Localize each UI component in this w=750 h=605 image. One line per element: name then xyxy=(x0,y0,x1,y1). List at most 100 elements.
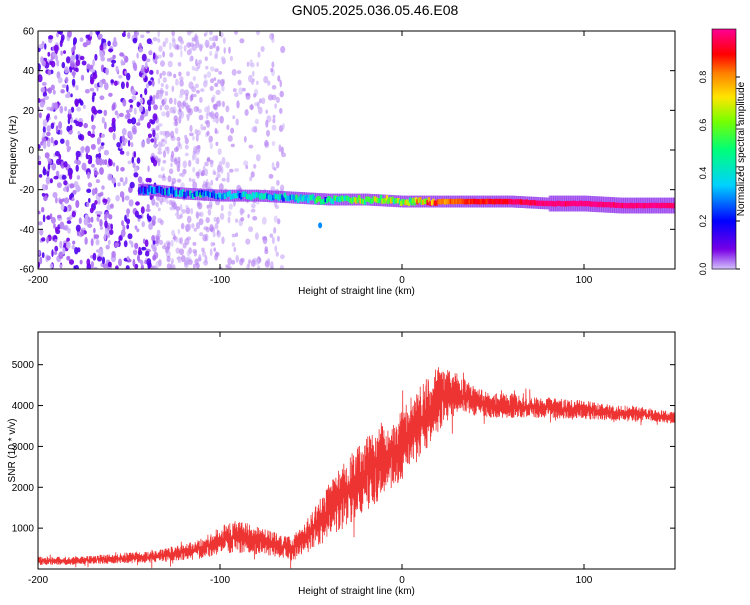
signal-band xyxy=(561,201,565,207)
noise-speckle xyxy=(53,223,56,229)
signal-band xyxy=(554,201,557,207)
signal-band xyxy=(582,201,585,207)
colorbar-segment xyxy=(712,131,736,134)
noise-speckle xyxy=(79,55,85,61)
signal-band xyxy=(572,200,575,206)
noise-speckle xyxy=(65,139,70,147)
noise-speckle xyxy=(197,257,202,262)
noise-speckle xyxy=(269,233,274,238)
noise-speckle xyxy=(66,125,71,132)
noise-speckle xyxy=(53,175,59,180)
noise-speckle xyxy=(164,134,168,140)
signal-band xyxy=(235,193,239,199)
noise-speckle xyxy=(126,112,131,119)
noise-speckle xyxy=(90,261,94,269)
noise-speckle xyxy=(96,216,100,222)
noise-speckle xyxy=(186,42,192,48)
noise-speckle xyxy=(157,147,162,152)
signal-band xyxy=(339,197,342,203)
noise-speckle xyxy=(71,211,76,218)
noise-speckle xyxy=(265,109,269,114)
noise-speckle xyxy=(184,137,189,145)
signal-band xyxy=(258,194,262,200)
noise-speckle xyxy=(149,119,154,124)
noise-speckle xyxy=(81,60,87,66)
signal-band xyxy=(194,190,198,197)
signal-band xyxy=(256,192,259,198)
noise-speckle xyxy=(174,158,178,165)
noise-speckle xyxy=(92,59,95,67)
noise-speckle xyxy=(199,232,204,237)
noise-speckle xyxy=(161,70,166,76)
colorbar-segment xyxy=(712,183,736,186)
snr-y-tick-label: 2000 xyxy=(12,483,35,494)
noise-speckle xyxy=(57,77,63,84)
noise-speckle xyxy=(64,66,69,74)
noise-speckle xyxy=(230,127,235,134)
signal-band xyxy=(209,192,212,198)
signal-blob xyxy=(318,222,323,229)
noise-speckle xyxy=(56,158,61,165)
signal-band xyxy=(309,195,313,201)
noise-speckle xyxy=(41,252,45,259)
noise-speckle xyxy=(84,89,90,94)
noise-speckle xyxy=(209,224,214,232)
noise-speckle xyxy=(168,97,173,105)
noise-speckle xyxy=(170,239,174,247)
noise-speckle xyxy=(39,256,43,265)
noise-speckle xyxy=(178,107,182,113)
noise-speckle xyxy=(235,118,239,126)
noise-speckle xyxy=(222,100,225,108)
signal-band xyxy=(232,193,236,199)
noise-speckle xyxy=(111,63,115,68)
signal-band xyxy=(275,194,278,200)
noise-speckle xyxy=(194,33,198,41)
colorbar-segment xyxy=(712,53,736,56)
signal-band xyxy=(397,198,400,204)
colorbar-segment xyxy=(712,227,736,230)
noise-speckle xyxy=(233,247,237,252)
noise-speckle xyxy=(213,77,217,81)
noise-speckle xyxy=(204,161,209,167)
signal-band xyxy=(637,202,640,208)
signal-band xyxy=(646,203,649,209)
signal-band xyxy=(547,201,550,207)
noise-speckle xyxy=(126,256,130,261)
noise-speckle xyxy=(107,40,111,47)
noise-speckle xyxy=(39,101,45,108)
signal-band xyxy=(356,197,359,203)
noise-speckle xyxy=(159,72,162,79)
noise-speckle xyxy=(209,159,214,168)
colorbar-segment xyxy=(712,47,736,50)
noise-speckle xyxy=(255,31,261,36)
colorbar-segment xyxy=(712,51,736,54)
noise-speckle xyxy=(197,109,202,113)
noise-speckle xyxy=(267,258,271,265)
noise-speckle xyxy=(236,70,242,75)
noise-speckle xyxy=(182,242,187,249)
noise-speckle xyxy=(100,133,105,138)
signal-band xyxy=(427,197,431,203)
noise-speckle xyxy=(279,90,284,98)
noise-speckle xyxy=(55,54,58,62)
noise-speckle xyxy=(216,216,220,224)
colorbar-segment xyxy=(712,155,736,158)
noise-speckle xyxy=(125,81,129,89)
noise-speckle xyxy=(176,209,179,215)
signal-band xyxy=(346,195,349,201)
noise-speckle xyxy=(180,49,183,58)
colorbar-segment xyxy=(712,103,736,106)
signal-band xyxy=(470,198,473,204)
noise-speckle xyxy=(166,255,171,263)
noise-speckle xyxy=(253,125,258,133)
signal-band xyxy=(454,198,457,205)
signal-band xyxy=(599,201,603,207)
noise-speckle xyxy=(257,106,263,115)
noise-speckle xyxy=(157,38,161,43)
signal-band xyxy=(580,201,584,207)
colorbar-segment xyxy=(712,83,736,86)
noise-speckle xyxy=(170,162,173,168)
noise-speckle xyxy=(144,61,148,70)
noise-speckle xyxy=(140,260,144,266)
